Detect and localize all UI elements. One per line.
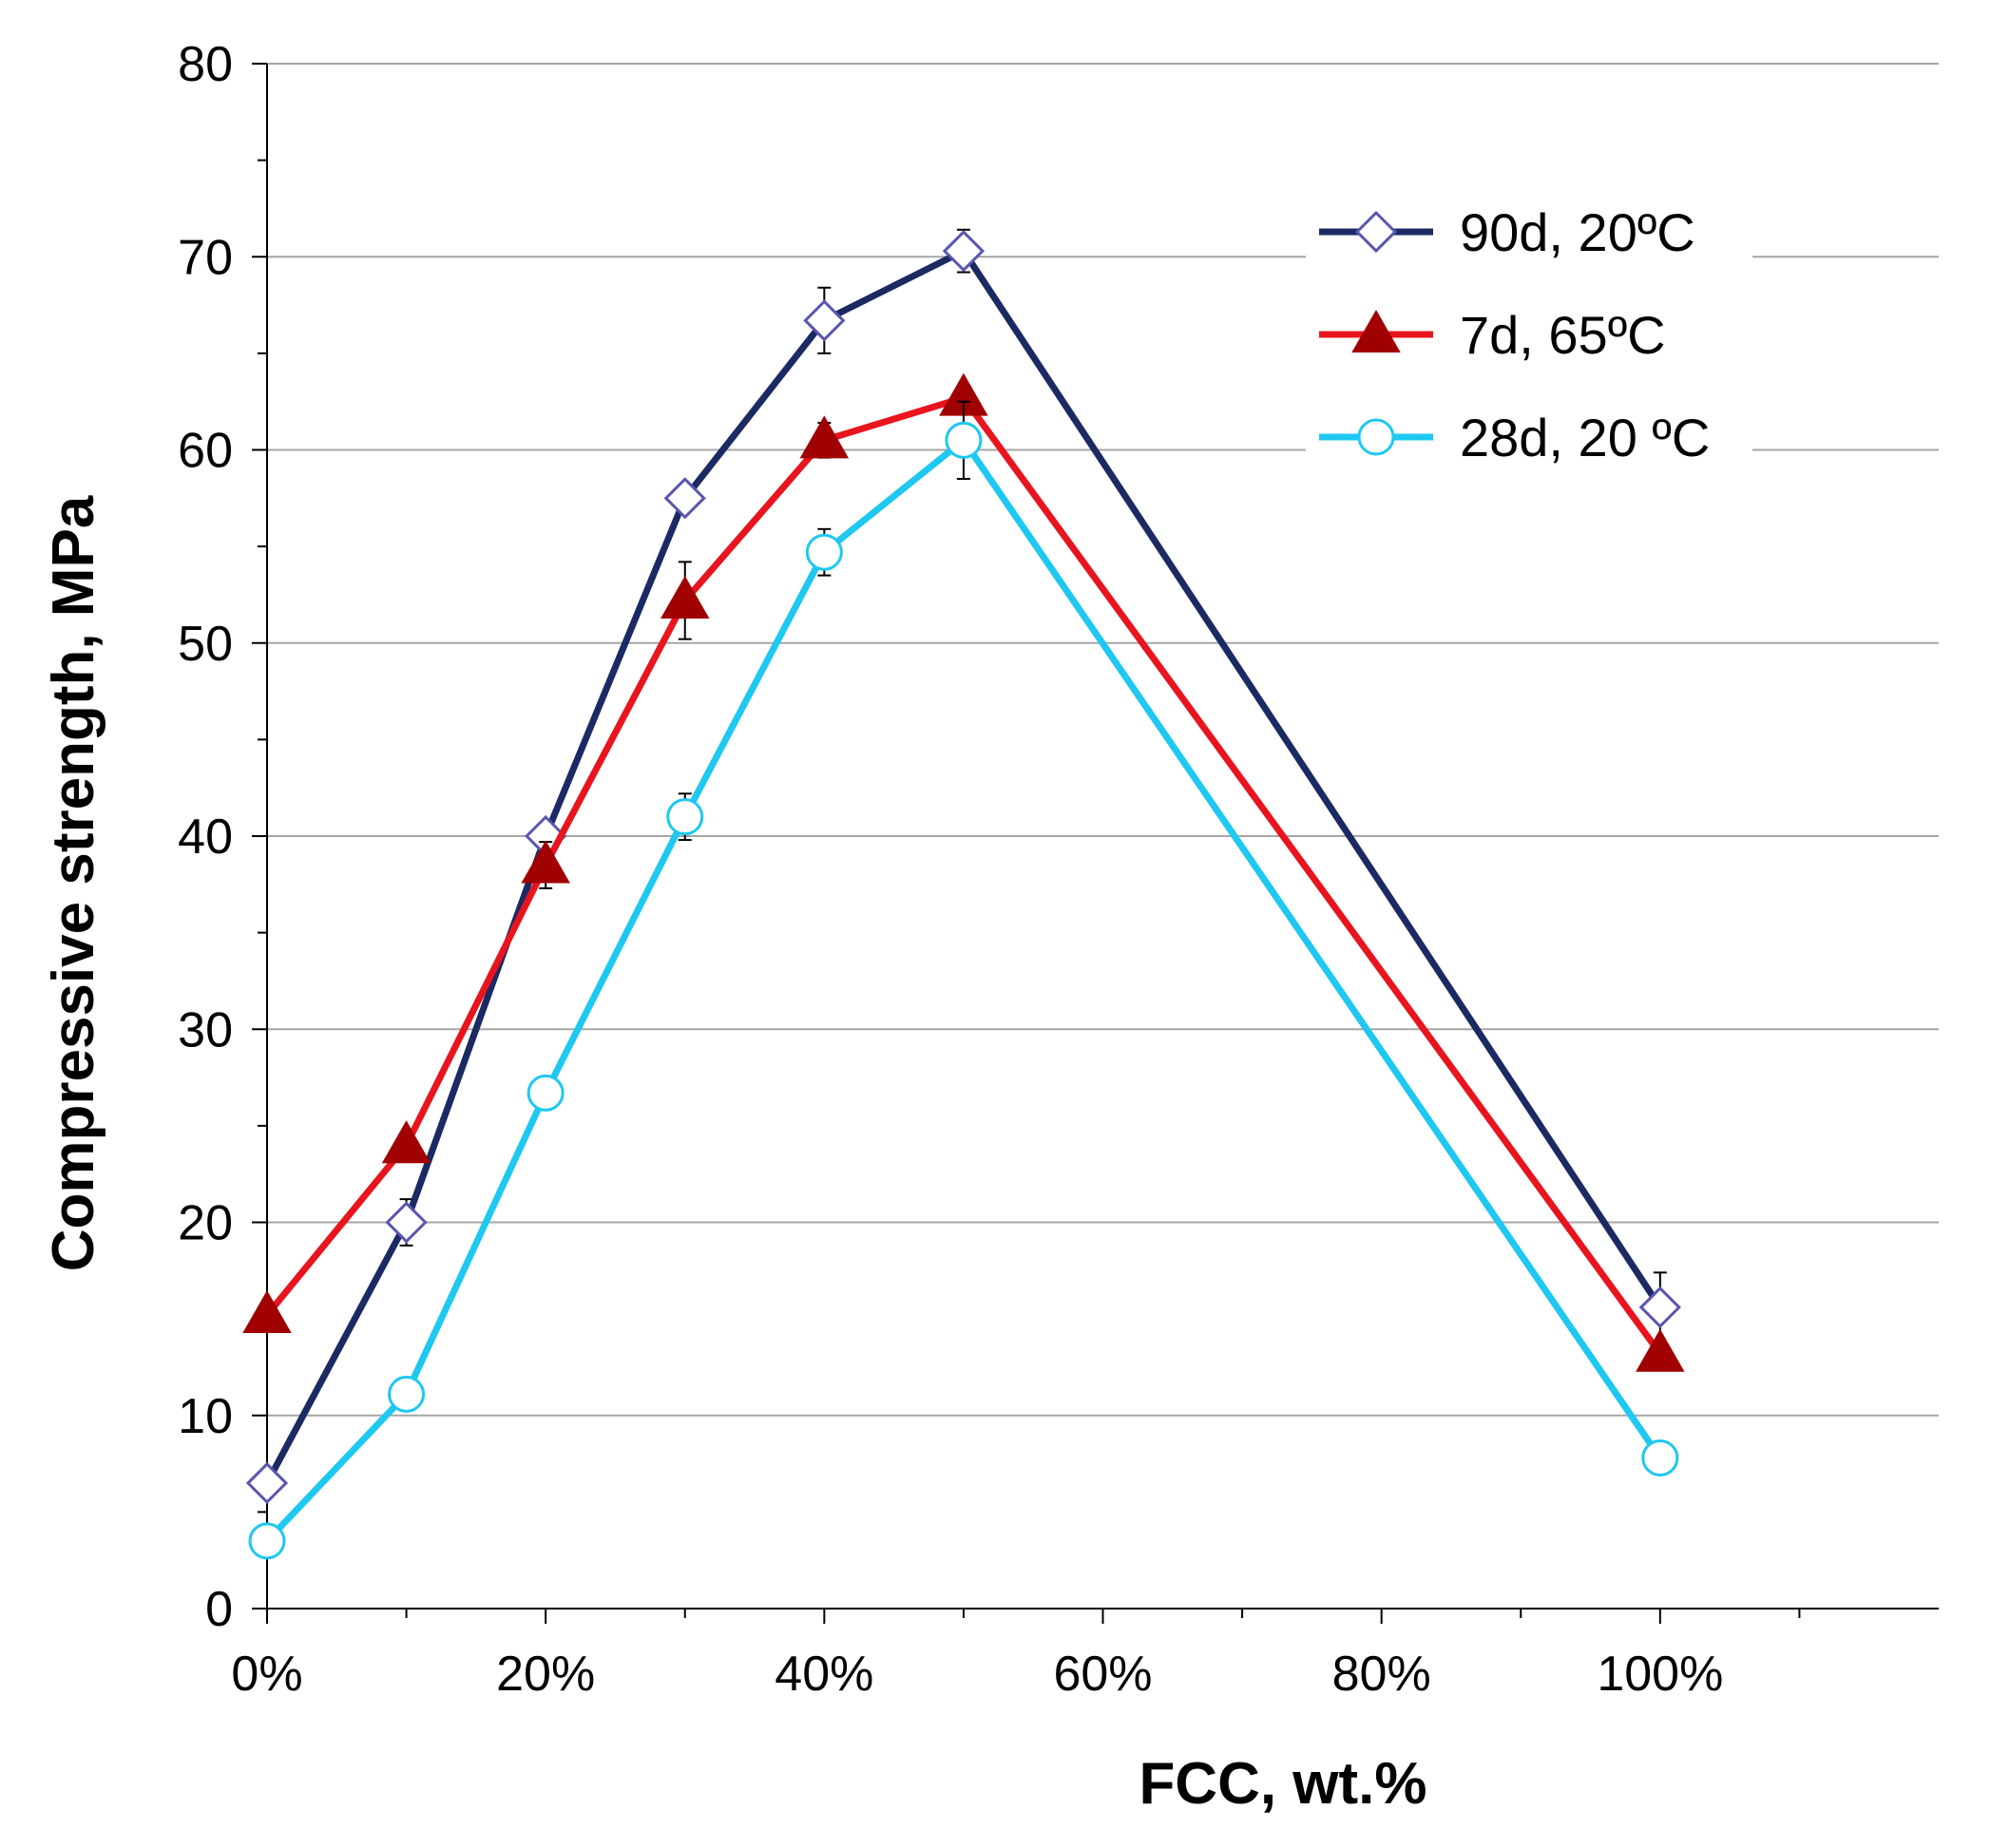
series-line-1 xyxy=(264,394,1663,1356)
series-1 xyxy=(242,372,1685,1372)
series-lines xyxy=(242,228,1685,1560)
data-point-0-1 xyxy=(385,1201,428,1244)
y-tick-label: 30 xyxy=(178,1002,233,1057)
legend-swatch-marker xyxy=(1354,210,1398,254)
legend-swatch-marker xyxy=(1351,309,1401,352)
data-point-0-6 xyxy=(1638,1286,1681,1329)
y-tick-label: 50 xyxy=(178,617,233,672)
axes: 0 10 20 30 40 50 60 70 80 0% 20% 40% 60% 80% 100% xyxy=(178,37,1939,1702)
y-axis-title: Compressive strength, MPa xyxy=(41,495,106,1271)
series-2 xyxy=(248,400,1679,1560)
legend-item-0: 90d, 20ºC xyxy=(1319,202,1695,262)
data-point-1-0 xyxy=(242,1290,292,1334)
data-point-1-6 xyxy=(1636,1328,1685,1372)
data-point-0-3 xyxy=(663,477,706,520)
data-point-2-0 xyxy=(248,1522,286,1560)
legend-label: 7d, 65ºC xyxy=(1460,305,1666,365)
x-axis-title: FCC, wt.% xyxy=(1139,1751,1426,1817)
data-point-2-1 xyxy=(388,1375,426,1413)
data-point-1-3 xyxy=(660,576,710,619)
x-tick-label: 20% xyxy=(496,1647,595,1702)
data-point-0-4 xyxy=(803,299,846,342)
y-tick-label: 70 xyxy=(178,230,233,285)
data-point-2-5 xyxy=(945,421,983,459)
data-point-1-2 xyxy=(521,840,570,884)
y-tick-label: 20 xyxy=(178,1196,233,1251)
data-point-2-6 xyxy=(1641,1438,1679,1476)
data-point-2-3 xyxy=(666,798,704,836)
series-0 xyxy=(245,228,1681,1505)
data-point-0-0 xyxy=(245,1461,289,1505)
y-tick-label: 40 xyxy=(178,810,233,865)
x-tick-label: 40% xyxy=(775,1647,873,1702)
legend-item-1: 7d, 65ºC xyxy=(1319,305,1666,365)
data-point-2-4 xyxy=(805,533,843,571)
data-point-0-5 xyxy=(942,230,986,273)
x-tick-label: 100% xyxy=(1597,1647,1723,1702)
x-tick-label: 60% xyxy=(1053,1647,1152,1702)
x-tick-label: 80% xyxy=(1332,1647,1431,1702)
data-point-1-1 xyxy=(381,1120,431,1164)
data-point-2-2 xyxy=(526,1074,565,1112)
x-tick-label: 0% xyxy=(231,1647,302,1702)
legend-label: 28d, 20 ºC xyxy=(1460,408,1710,467)
y-tick-label: 80 xyxy=(178,37,233,92)
legend-swatch-marker xyxy=(1357,418,1395,456)
y-tick-label: 60 xyxy=(178,424,233,479)
y-tick-label: 0 xyxy=(205,1582,233,1637)
legend: 90d, 20ºC 7d, 65ºC 28d, 20 ºC xyxy=(1306,173,1752,496)
legend-label: 90d, 20ºC xyxy=(1460,202,1695,262)
y-tick-label: 10 xyxy=(178,1389,233,1444)
legend-item-2: 28d, 20 ºC xyxy=(1319,408,1710,467)
data-point-1-4 xyxy=(799,415,850,459)
